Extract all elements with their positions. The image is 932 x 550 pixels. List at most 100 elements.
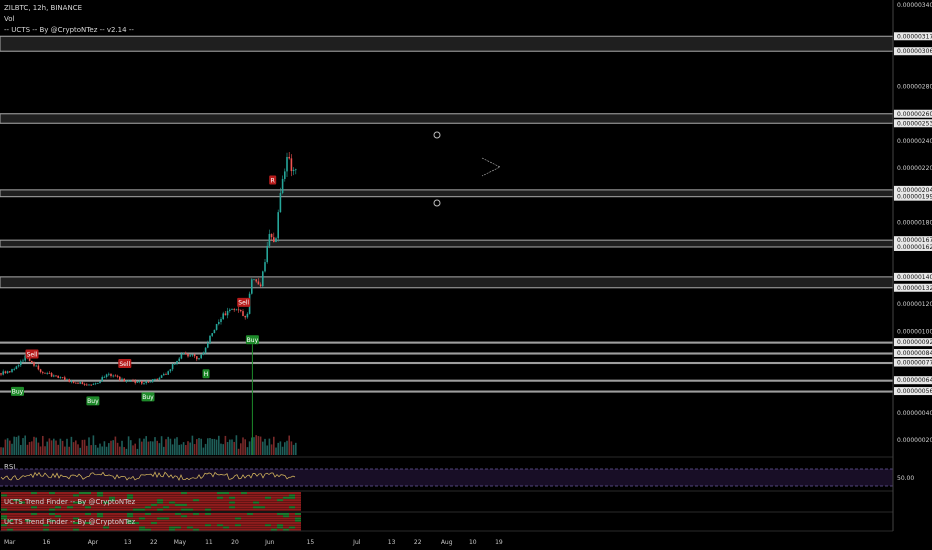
trend-cell-0 (157, 499, 163, 502)
signal-badge-2 (86, 396, 100, 406)
trend-cell-1 (205, 522, 211, 524)
trend-cell-1 (241, 528, 247, 531)
candle-body-93 (204, 347, 207, 353)
trend-cell-0 (97, 503, 103, 506)
trend-cell-1 (229, 513, 235, 515)
trend-cell-1 (79, 528, 85, 531)
trend-cell-1 (169, 528, 175, 531)
candle-body-122 (268, 233, 271, 246)
volume-bar-11 (24, 435, 26, 455)
trend-cell-0 (139, 506, 145, 509)
trend-cell-0 (61, 496, 67, 499)
trend-cell-1 (97, 513, 103, 515)
trend-cell-1 (283, 515, 289, 518)
candle-body-128 (281, 178, 284, 193)
trend-cell-0 (283, 494, 289, 497)
volume-bar-56 (123, 447, 125, 455)
trend-cell-1 (49, 515, 55, 518)
trend-cell-1 (163, 515, 169, 518)
trend-cell-1 (151, 515, 157, 518)
trend-cell-0 (217, 503, 223, 506)
volume-bar-5 (11, 443, 13, 455)
trend-cell-1 (187, 515, 193, 518)
trend-cell-0 (13, 496, 19, 499)
trend-cell-0 (43, 492, 49, 495)
trend-cell-0 (25, 506, 31, 509)
candle-body-102 (224, 313, 227, 316)
trend-cell-0 (7, 499, 13, 502)
trend-cell-1 (7, 528, 13, 531)
trend-cell-1 (157, 519, 163, 522)
time-tick-9: 15 (307, 539, 315, 546)
price-tick-7: 0.00000220 (897, 165, 932, 172)
price-tick-box-2 (894, 47, 932, 56)
trend-cell-0 (115, 508, 121, 511)
trend-cell-0 (217, 496, 223, 499)
trend-cell-0 (55, 508, 61, 511)
trend-cell-1 (271, 526, 277, 529)
volume-bar-53 (116, 442, 119, 455)
candle-body-22 (48, 373, 51, 374)
candle-body-103 (226, 310, 229, 316)
candle-body-125 (275, 238, 277, 243)
trend-cell-0 (289, 494, 295, 497)
trend-cell-1 (115, 517, 121, 520)
trend-cell-1 (121, 526, 127, 529)
trend-cell-1 (223, 522, 229, 524)
candle-body-5 (11, 369, 13, 373)
trend-cell-0 (295, 506, 301, 509)
trend-cell-1 (31, 513, 37, 515)
volume-bar-95 (209, 438, 211, 455)
trend-cell-0 (49, 501, 55, 504)
price-tick-21: 0.00000056 (897, 388, 932, 395)
trend-cell-1 (79, 522, 85, 524)
candle-body-7 (15, 366, 18, 370)
trend-cell-0 (265, 508, 271, 511)
time-axis[interactable]: Mar 16 Apr 13 22 May 11 20 Jun 15 Jul 13 22 Aug 10 19 (4, 539, 503, 546)
trend-cell-1 (289, 528, 295, 531)
candle-body-65 (143, 383, 145, 384)
trend-cell-0 (157, 501, 163, 504)
trend-cell-0 (295, 501, 301, 504)
trend-cell-0 (79, 499, 85, 502)
trend-cell-0 (103, 492, 109, 495)
trend-cell-0 (61, 508, 67, 511)
candle-body-91 (200, 354, 202, 359)
trend-cell-0 (121, 499, 127, 502)
trend-cell-1 (103, 528, 109, 531)
trend-cell-1 (55, 519, 61, 522)
trend-cell-1 (199, 517, 205, 520)
trend-cell-1 (175, 517, 181, 520)
trend-cell-0 (7, 506, 13, 509)
trend-cell-1 (253, 513, 259, 515)
trend-cell-0 (19, 496, 25, 499)
candle-body-62 (136, 381, 139, 383)
candle-body-89 (196, 356, 198, 360)
volume-bar-82 (180, 444, 183, 455)
trend-cell-0 (67, 503, 73, 506)
candle-body-46 (101, 377, 103, 382)
candle-body-71 (156, 378, 158, 380)
trend-cell-0 (115, 506, 121, 509)
trend-cell-0 (1, 496, 7, 499)
volume-bar-13 (28, 442, 31, 455)
volume-bar-107 (235, 435, 238, 455)
trend-cell-1 (85, 526, 91, 529)
trend-cell-1 (73, 526, 79, 529)
trend-cell-0 (295, 508, 301, 511)
trend-cell-0 (223, 494, 229, 497)
candle-body-121 (266, 245, 268, 263)
trend-cell-1 (85, 515, 91, 518)
price-axis[interactable]: 0.00000340 0.00000317 0.00000306 0.00000280… (894, 2, 932, 482)
price-tick-10: 0.00000180 (897, 220, 932, 227)
trend-cell-1 (43, 528, 49, 531)
candle-body-32 (70, 381, 73, 383)
trend-cell-1 (133, 526, 139, 529)
signal-label-7: H (204, 371, 209, 378)
time-tick-13: Aug (441, 539, 453, 546)
trend-cell-0 (121, 496, 127, 499)
trend-cell-0 (295, 492, 301, 495)
trend-cell-0 (229, 492, 235, 495)
trend-cell-1 (55, 522, 61, 524)
